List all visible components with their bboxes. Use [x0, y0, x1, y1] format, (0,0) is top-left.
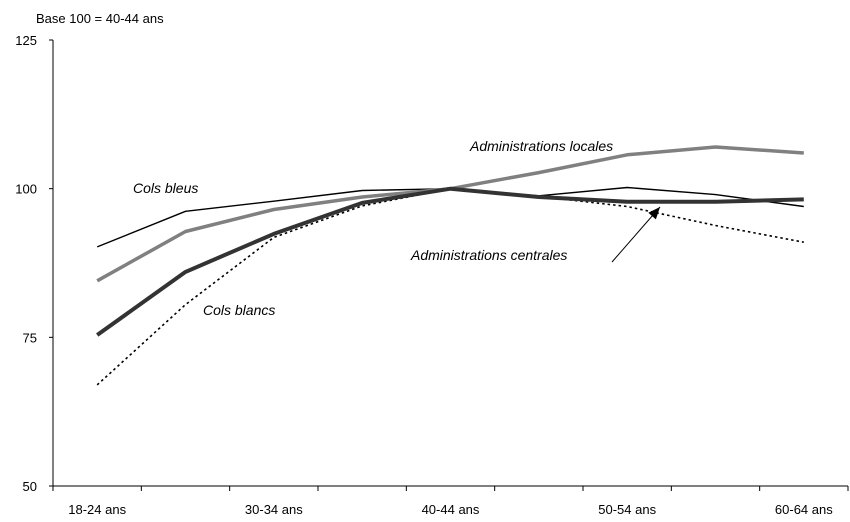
y-tick-label: 50 [23, 479, 37, 494]
y-tick-label: 100 [15, 182, 37, 197]
series-line-cols-bleus [96, 186, 804, 248]
annotation-label: Administrations locales [469, 138, 613, 154]
annotations: Cols bleus Administrations locales Adminis… [133, 138, 661, 318]
chart-subtitle: Base 100 = 40-44 ans [36, 11, 164, 26]
annotation-label: Administrations centrales [410, 247, 567, 263]
y-tick-label: 125 [15, 33, 37, 48]
series-line-cols-blancs [96, 187, 804, 386]
y-tick-label: 75 [23, 330, 37, 345]
axes: 50 75 100 125 18-24 ans 30-34 ans 40-44 ans 50-… [15, 33, 849, 517]
x-tick-label: 60-64 ans [775, 502, 833, 517]
annotation-arrow-line [611, 206, 661, 263]
annotation-arrow-head [648, 207, 660, 220]
annotation-label: Cols bleus [133, 180, 198, 196]
x-tick-label: 18-24 ans [68, 502, 126, 517]
annotation-label: Cols blancs [203, 302, 275, 318]
x-tick-label: 30-34 ans [245, 502, 303, 517]
x-tick-label: 40-44 ans [422, 502, 480, 517]
series-lines [96, 145, 804, 386]
series-line-administrations-centrales [96, 186, 804, 337]
x-tick-label: 50-54 ans [598, 502, 656, 517]
